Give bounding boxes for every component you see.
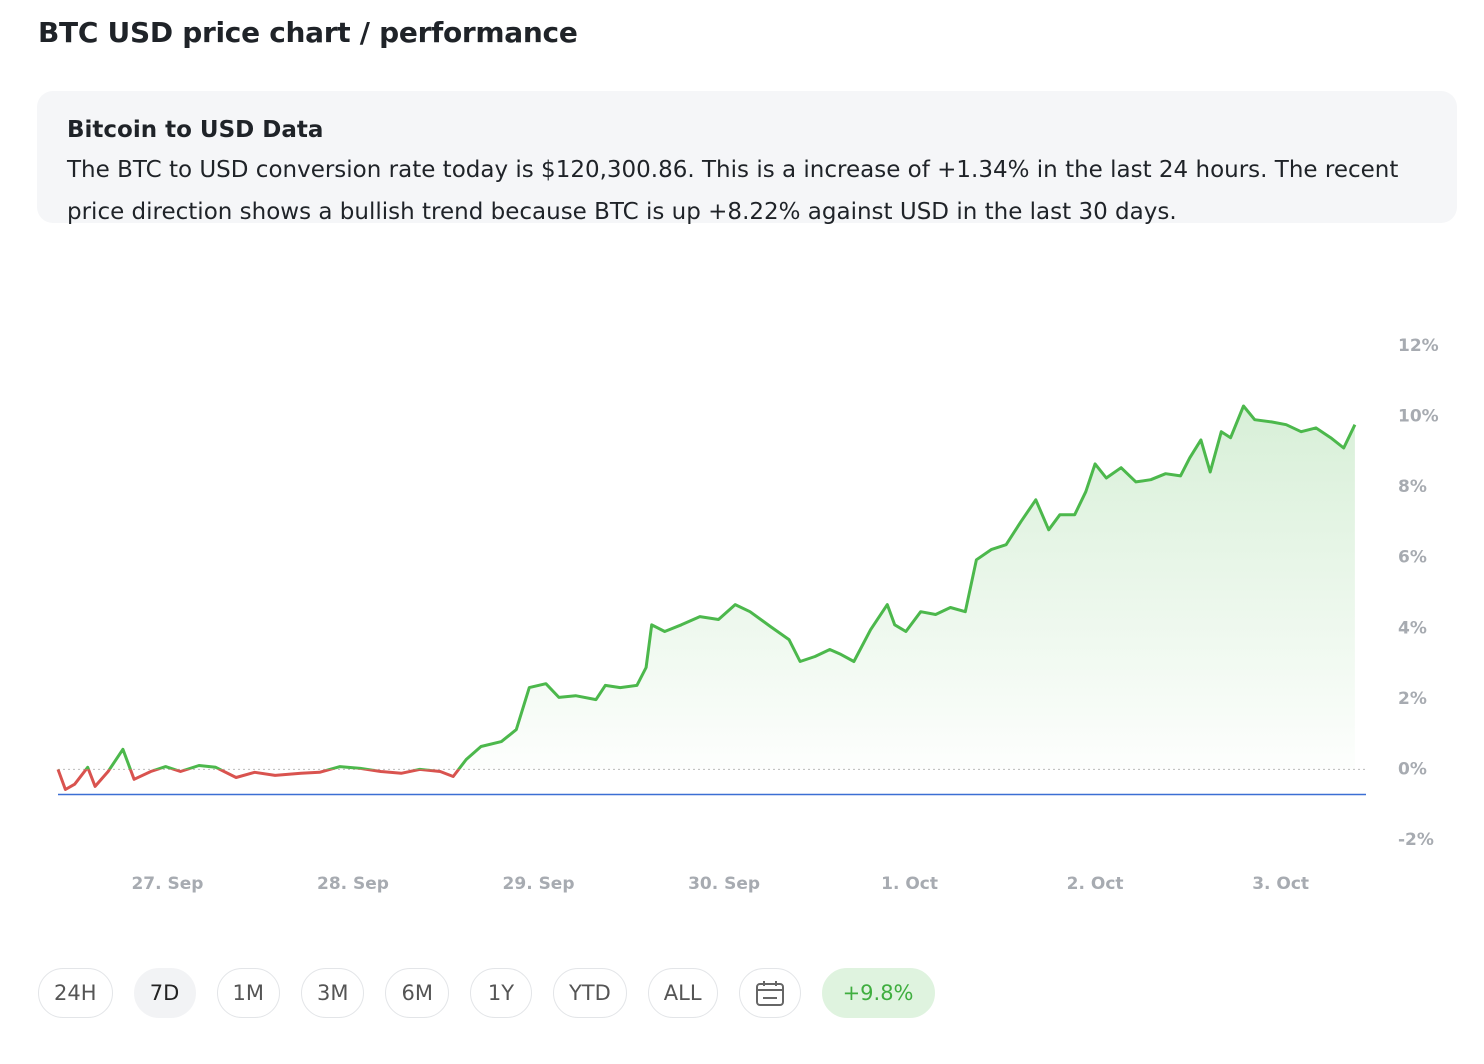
- info-text: The BTC to USD conversion rate today is …: [67, 157, 1399, 225]
- range-button[interactable]: ALL: [647, 968, 718, 1018]
- y-tick-label: 4%: [1398, 618, 1427, 638]
- range-button[interactable]: YTD: [552, 968, 627, 1018]
- x-tick-label: 3. Oct: [1252, 874, 1309, 894]
- y-tick-label: 8%: [1398, 477, 1427, 497]
- range-button[interactable]: 24H: [38, 968, 113, 1018]
- area: [58, 406, 1355, 770]
- info-title: Bitcoin to USD Data: [67, 117, 324, 143]
- price-line-negative: [56, 769, 461, 791]
- y-tick-label: 12%: [1398, 336, 1439, 356]
- performance-badge: +9.8%: [821, 968, 935, 1018]
- y-tick-label: 0%: [1398, 759, 1427, 779]
- calendar-icon: [755, 981, 784, 1006]
- price-line: [57, 404, 1357, 770]
- y-tick-label: 2%: [1398, 689, 1427, 709]
- range-button[interactable]: 1Y: [469, 968, 532, 1018]
- x-tick-label: 2. Oct: [1067, 874, 1124, 894]
- range-button[interactable]: 7D: [133, 968, 196, 1018]
- calendar-button[interactable]: [738, 968, 801, 1018]
- page-title: BTC USD price chart / performance: [38, 16, 578, 49]
- x-tick-label: 30. Sep: [688, 874, 760, 894]
- range-button[interactable]: 1M: [216, 968, 280, 1018]
- x-tick-label: 27. Sep: [131, 874, 203, 894]
- x-tick-label: 28. Sep: [317, 874, 389, 894]
- x-tick-label: 1. Oct: [881, 874, 938, 894]
- x-tick-label: 29. Sep: [503, 874, 575, 894]
- range-button[interactable]: 3M: [301, 968, 365, 1018]
- y-tick-label: 6%: [1398, 548, 1427, 568]
- info-box: Bitcoin to USD Data The BTC to USD conve…: [37, 91, 1457, 225]
- y-tick-label: -2%: [1398, 830, 1434, 850]
- range-button[interactable]: 6M: [385, 968, 449, 1018]
- y-tick-label: 10%: [1398, 407, 1439, 427]
- range-controls: 24H 7D 1M 3M 6M 1Y YTD ALL +9.8%: [38, 968, 935, 1018]
